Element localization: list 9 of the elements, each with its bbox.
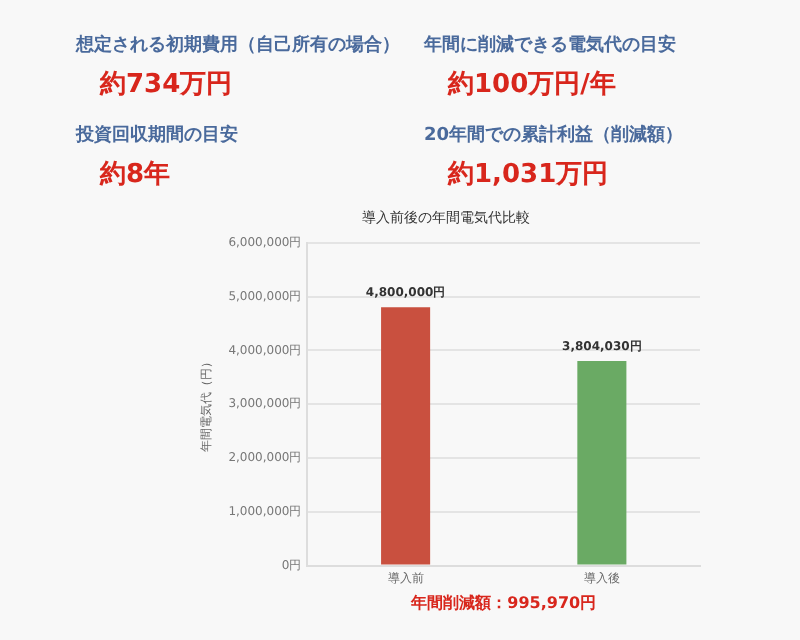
text: 約100万円/年 [448,68,618,102]
text: 想定される初期費用（自己所有の場合） [76,32,402,58]
text: 約734万円 [100,68,235,102]
text: 年間削減額：995,970円 [409,594,597,613]
text: 20年間での累計利益（削減額） [424,122,686,148]
text: 約1,031万円 [448,158,611,192]
text: 約8年 [100,158,173,192]
text: 投資回収期間の目安 [76,122,240,148]
text: 年間に削減できる電気代の目安 [424,32,678,58]
